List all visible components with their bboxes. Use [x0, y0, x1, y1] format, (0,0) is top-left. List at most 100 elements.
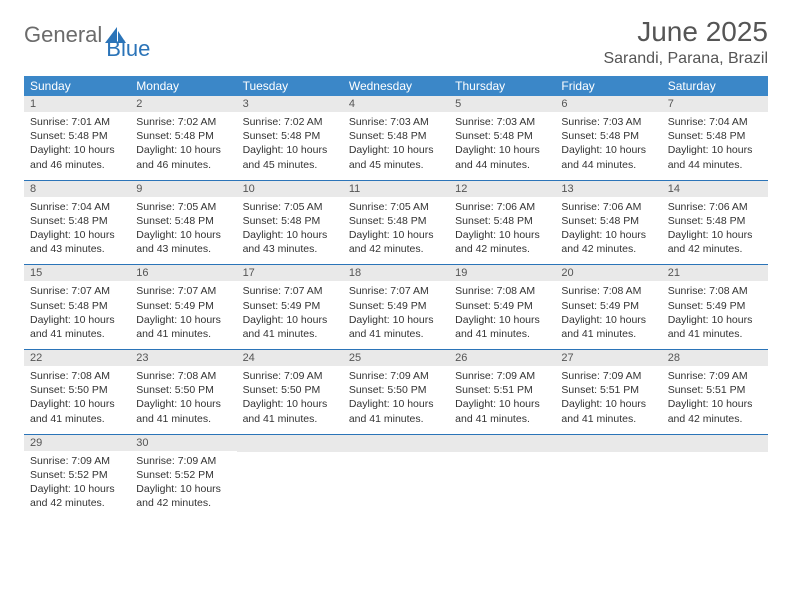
day-cell: 11Sunrise: 7:05 AMSunset: 5:48 PMDayligh… — [343, 181, 449, 265]
page-header: General Blue June 2025 Sarandi, Parana, … — [24, 16, 768, 68]
day-cell: 4Sunrise: 7:03 AMSunset: 5:48 PMDaylight… — [343, 96, 449, 180]
day-number: 24 — [237, 350, 343, 366]
day-body: Sunrise: 7:01 AMSunset: 5:48 PMDaylight:… — [24, 112, 130, 180]
sunrise-text: Sunrise: 7:02 AM — [243, 115, 337, 129]
day-body: Sunrise: 7:06 AMSunset: 5:48 PMDaylight:… — [662, 197, 768, 265]
sunrise-text: Sunrise: 7:08 AM — [136, 369, 230, 383]
day-body: Sunrise: 7:08 AMSunset: 5:50 PMDaylight:… — [24, 366, 130, 434]
day-body: Sunrise: 7:07 AMSunset: 5:49 PMDaylight:… — [130, 281, 236, 349]
day-number: 26 — [449, 350, 555, 366]
weekday-header: Tuesday — [237, 76, 343, 96]
day-body: Sunrise: 7:09 AMSunset: 5:51 PMDaylight:… — [662, 366, 768, 434]
day-number: 22 — [24, 350, 130, 366]
day-cell: 27Sunrise: 7:09 AMSunset: 5:51 PMDayligh… — [555, 350, 661, 434]
sunset-text: Sunset: 5:51 PM — [455, 383, 549, 397]
day-number: 16 — [130, 265, 236, 281]
weekday-header: Saturday — [662, 76, 768, 96]
day-body: Sunrise: 7:09 AMSunset: 5:50 PMDaylight:… — [343, 366, 449, 434]
daylight-text-1: Daylight: 10 hours — [455, 313, 549, 327]
daylight-text-1: Daylight: 10 hours — [561, 143, 655, 157]
sunset-text: Sunset: 5:50 PM — [243, 383, 337, 397]
daylight-text-2: and 42 minutes. — [136, 496, 230, 510]
day-number: 27 — [555, 350, 661, 366]
sunset-text: Sunset: 5:50 PM — [136, 383, 230, 397]
daylight-text-1: Daylight: 10 hours — [136, 143, 230, 157]
day-cell: 18Sunrise: 7:07 AMSunset: 5:49 PMDayligh… — [343, 265, 449, 349]
week-row: 15Sunrise: 7:07 AMSunset: 5:48 PMDayligh… — [24, 265, 768, 350]
daylight-text-1: Daylight: 10 hours — [668, 143, 762, 157]
day-number: 8 — [24, 181, 130, 197]
logo-text-general: General — [24, 22, 102, 48]
daylight-text-2: and 41 minutes. — [561, 412, 655, 426]
day-number: 3 — [237, 96, 343, 112]
daylight-text-1: Daylight: 10 hours — [668, 397, 762, 411]
day-body — [449, 452, 555, 516]
daylight-text-1: Daylight: 10 hours — [455, 228, 549, 242]
day-body: Sunrise: 7:09 AMSunset: 5:52 PMDaylight:… — [130, 451, 236, 519]
sunset-text: Sunset: 5:48 PM — [561, 129, 655, 143]
day-number: 10 — [237, 181, 343, 197]
weekday-header: Monday — [130, 76, 236, 96]
day-cell: 16Sunrise: 7:07 AMSunset: 5:49 PMDayligh… — [130, 265, 236, 349]
day-number: 18 — [343, 265, 449, 281]
day-cell — [662, 435, 768, 519]
day-number: 13 — [555, 181, 661, 197]
daylight-text-2: and 41 minutes. — [349, 327, 443, 341]
week-row: 29Sunrise: 7:09 AMSunset: 5:52 PMDayligh… — [24, 435, 768, 519]
day-cell: 22Sunrise: 7:08 AMSunset: 5:50 PMDayligh… — [24, 350, 130, 434]
day-body: Sunrise: 7:05 AMSunset: 5:48 PMDaylight:… — [343, 197, 449, 265]
sunrise-text: Sunrise: 7:06 AM — [455, 200, 549, 214]
sunrise-text: Sunrise: 7:09 AM — [561, 369, 655, 383]
day-number: 23 — [130, 350, 236, 366]
sunset-text: Sunset: 5:49 PM — [561, 299, 655, 313]
daylight-text-1: Daylight: 10 hours — [668, 313, 762, 327]
day-body: Sunrise: 7:03 AMSunset: 5:48 PMDaylight:… — [555, 112, 661, 180]
week-row: 1Sunrise: 7:01 AMSunset: 5:48 PMDaylight… — [24, 96, 768, 181]
day-number: 25 — [343, 350, 449, 366]
day-cell: 23Sunrise: 7:08 AMSunset: 5:50 PMDayligh… — [130, 350, 236, 434]
day-body — [555, 452, 661, 516]
day-cell: 15Sunrise: 7:07 AMSunset: 5:48 PMDayligh… — [24, 265, 130, 349]
sunrise-text: Sunrise: 7:04 AM — [30, 200, 124, 214]
daylight-text-2: and 42 minutes. — [561, 242, 655, 256]
day-body: Sunrise: 7:07 AMSunset: 5:48 PMDaylight:… — [24, 281, 130, 349]
weekday-header: Thursday — [449, 76, 555, 96]
day-cell: 13Sunrise: 7:06 AMSunset: 5:48 PMDayligh… — [555, 181, 661, 265]
daylight-text-1: Daylight: 10 hours — [561, 313, 655, 327]
day-body: Sunrise: 7:09 AMSunset: 5:50 PMDaylight:… — [237, 366, 343, 434]
sunrise-text: Sunrise: 7:05 AM — [349, 200, 443, 214]
sunrise-text: Sunrise: 7:08 AM — [30, 369, 124, 383]
day-body: Sunrise: 7:06 AMSunset: 5:48 PMDaylight:… — [449, 197, 555, 265]
day-body: Sunrise: 7:07 AMSunset: 5:49 PMDaylight:… — [343, 281, 449, 349]
day-cell: 10Sunrise: 7:05 AMSunset: 5:48 PMDayligh… — [237, 181, 343, 265]
day-number — [343, 435, 449, 452]
sunrise-text: Sunrise: 7:09 AM — [30, 454, 124, 468]
daylight-text-1: Daylight: 10 hours — [136, 313, 230, 327]
day-number: 15 — [24, 265, 130, 281]
daylight-text-1: Daylight: 10 hours — [349, 313, 443, 327]
sunrise-text: Sunrise: 7:08 AM — [668, 284, 762, 298]
sunset-text: Sunset: 5:49 PM — [349, 299, 443, 313]
day-body: Sunrise: 7:05 AMSunset: 5:48 PMDaylight:… — [237, 197, 343, 265]
weekday-header: Sunday — [24, 76, 130, 96]
day-body: Sunrise: 7:04 AMSunset: 5:48 PMDaylight:… — [24, 197, 130, 265]
day-number: 12 — [449, 181, 555, 197]
day-cell: 20Sunrise: 7:08 AMSunset: 5:49 PMDayligh… — [555, 265, 661, 349]
day-body: Sunrise: 7:08 AMSunset: 5:50 PMDaylight:… — [130, 366, 236, 434]
sunrise-text: Sunrise: 7:07 AM — [136, 284, 230, 298]
daylight-text-2: and 42 minutes. — [455, 242, 549, 256]
sunrise-text: Sunrise: 7:09 AM — [136, 454, 230, 468]
sunset-text: Sunset: 5:48 PM — [455, 129, 549, 143]
day-cell: 12Sunrise: 7:06 AMSunset: 5:48 PMDayligh… — [449, 181, 555, 265]
day-cell: 24Sunrise: 7:09 AMSunset: 5:50 PMDayligh… — [237, 350, 343, 434]
day-body: Sunrise: 7:09 AMSunset: 5:51 PMDaylight:… — [449, 366, 555, 434]
day-cell — [237, 435, 343, 519]
daylight-text-2: and 41 minutes. — [30, 327, 124, 341]
day-cell: 30Sunrise: 7:09 AMSunset: 5:52 PMDayligh… — [130, 435, 236, 519]
sunset-text: Sunset: 5:48 PM — [30, 129, 124, 143]
day-cell: 17Sunrise: 7:07 AMSunset: 5:49 PMDayligh… — [237, 265, 343, 349]
day-number — [449, 435, 555, 452]
daylight-text-2: and 42 minutes. — [349, 242, 443, 256]
daylight-text-1: Daylight: 10 hours — [243, 143, 337, 157]
day-cell: 1Sunrise: 7:01 AMSunset: 5:48 PMDaylight… — [24, 96, 130, 180]
